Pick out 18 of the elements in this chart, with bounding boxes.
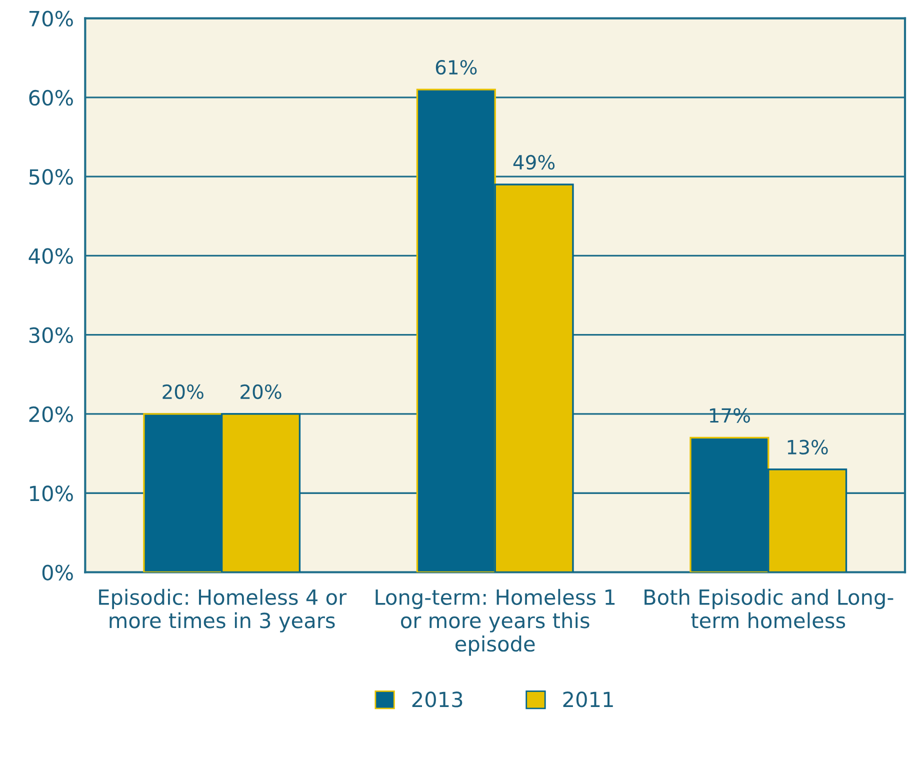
y-tick-label: 0%	[42, 564, 73, 580]
y-tick-label: 60%	[29, 90, 73, 106]
y-tick-label: 30%	[29, 327, 73, 344]
legend-label: 2013	[412, 692, 462, 708]
data-label: 13%	[788, 440, 828, 454]
legend-label: 2011	[563, 692, 613, 708]
data-label: 20%	[162, 384, 204, 400]
y-tick-label: 20%	[29, 406, 73, 422]
x-tick-label: Long-term: Homeless 1 or more years this episode	[376, 588, 615, 656]
x-tick-label: Episodic: Homeless 4 or more times in 3 years	[99, 588, 347, 632]
data-label: 49%	[513, 154, 555, 170]
data-label: 20%	[240, 384, 282, 400]
y-tick-label: 70%	[29, 10, 73, 27]
y-tick-label: 40%	[28, 248, 73, 264]
y-tick-label: 50%	[29, 169, 73, 185]
data-label: 61%	[436, 60, 477, 75]
x-tick-label: Both Episodic and Long- term homeless	[644, 588, 894, 628]
y-tick-label: 10%	[30, 486, 73, 502]
